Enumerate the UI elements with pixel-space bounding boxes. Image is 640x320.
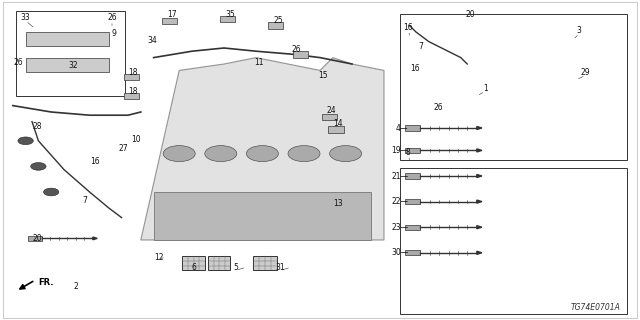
Text: 15: 15 xyxy=(318,71,328,80)
Bar xyxy=(220,16,235,22)
Text: 13: 13 xyxy=(333,199,343,208)
Text: 18: 18 xyxy=(129,87,138,96)
Text: 18: 18 xyxy=(129,68,138,76)
Text: 5: 5 xyxy=(233,263,238,272)
Bar xyxy=(182,256,205,270)
Text: 33: 33 xyxy=(20,13,31,22)
Text: 16: 16 xyxy=(90,157,100,166)
Text: 31: 31 xyxy=(275,263,285,272)
Text: 27: 27 xyxy=(118,144,129,153)
Text: 7: 7 xyxy=(419,42,424,51)
Bar xyxy=(26,32,109,46)
Text: TG74E0701A: TG74E0701A xyxy=(571,303,621,312)
Text: 17: 17 xyxy=(166,10,177,19)
Text: 10: 10 xyxy=(131,135,141,144)
Text: 26: 26 xyxy=(13,58,23,67)
Polygon shape xyxy=(477,174,482,178)
Circle shape xyxy=(246,146,278,162)
Text: 24: 24 xyxy=(326,106,337,115)
Circle shape xyxy=(18,137,33,145)
Text: 2: 2 xyxy=(73,282,78,291)
Circle shape xyxy=(163,146,195,162)
Text: 20: 20 xyxy=(32,234,42,243)
Text: 21—: 21— xyxy=(391,172,408,180)
Polygon shape xyxy=(477,200,482,203)
Text: 28: 28 xyxy=(33,122,42,131)
Circle shape xyxy=(288,146,320,162)
Polygon shape xyxy=(141,58,384,240)
Circle shape xyxy=(31,163,46,170)
Polygon shape xyxy=(477,251,482,254)
Polygon shape xyxy=(93,237,97,240)
Text: 8: 8 xyxy=(406,148,411,156)
Text: 12: 12 xyxy=(154,253,163,262)
Text: 7: 7 xyxy=(83,196,88,204)
Circle shape xyxy=(330,146,362,162)
Text: 35: 35 xyxy=(225,10,236,19)
Bar xyxy=(328,126,344,133)
Bar xyxy=(405,125,420,131)
Bar xyxy=(124,74,139,80)
Text: 23—: 23— xyxy=(391,223,408,232)
Bar xyxy=(405,148,420,153)
Text: 3: 3 xyxy=(577,26,582,35)
Polygon shape xyxy=(477,226,482,229)
Text: 4—: 4— xyxy=(396,124,408,132)
Bar xyxy=(405,250,420,255)
Bar xyxy=(400,168,627,314)
Bar xyxy=(400,14,627,160)
Text: 22—: 22— xyxy=(391,197,408,206)
Text: 6: 6 xyxy=(191,263,196,272)
Text: 20: 20 xyxy=(465,10,476,19)
Bar xyxy=(124,93,139,99)
Text: 16: 16 xyxy=(410,64,420,73)
Bar xyxy=(405,225,420,230)
Bar xyxy=(405,173,420,179)
Text: 19—: 19— xyxy=(391,146,408,155)
Text: 1: 1 xyxy=(483,84,488,92)
Text: 26: 26 xyxy=(291,45,301,54)
Text: 32: 32 xyxy=(68,61,79,70)
Bar xyxy=(405,199,420,204)
Polygon shape xyxy=(477,126,482,130)
Text: 11: 11 xyxy=(255,58,264,67)
Text: 26: 26 xyxy=(433,103,444,112)
Text: 16: 16 xyxy=(403,23,413,32)
Text: 25: 25 xyxy=(273,16,284,25)
Text: FR.: FR. xyxy=(38,278,54,287)
Bar xyxy=(16,11,125,96)
Circle shape xyxy=(44,188,59,196)
Bar xyxy=(26,58,109,72)
Circle shape xyxy=(205,146,237,162)
Bar xyxy=(322,114,337,120)
Bar xyxy=(268,22,283,29)
Bar xyxy=(293,51,308,58)
Text: 14: 14 xyxy=(333,119,343,128)
Polygon shape xyxy=(477,149,482,152)
Bar xyxy=(253,256,277,270)
Text: 26: 26 xyxy=(107,13,117,22)
Text: 34: 34 xyxy=(147,36,157,44)
Bar xyxy=(154,192,371,240)
Bar xyxy=(162,18,177,24)
Bar xyxy=(28,236,42,241)
Text: 9: 9 xyxy=(111,29,116,38)
Text: 29: 29 xyxy=(580,68,591,76)
Bar xyxy=(208,256,230,270)
Text: 30—: 30— xyxy=(391,248,408,257)
